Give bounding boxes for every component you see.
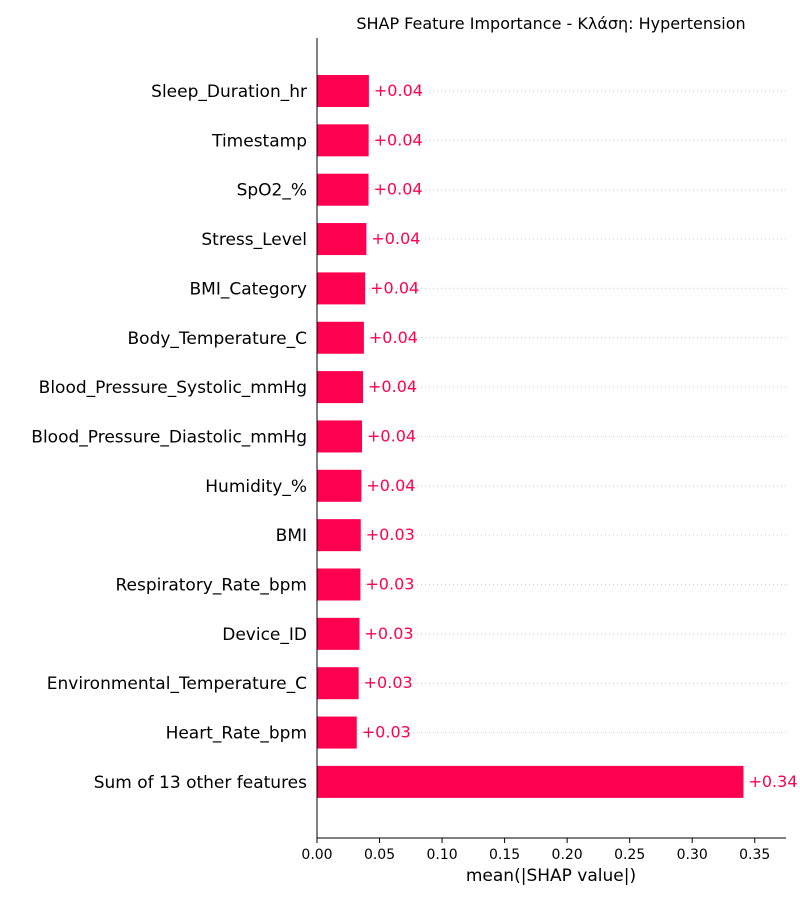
x-ticks: 0.00 0.05 0.10 0.15 0.20 0.25 0.30 0.35 — [301, 838, 770, 863]
bar — [317, 568, 361, 601]
feature-label: BMI — [276, 526, 307, 546]
chart-title: SHAP Feature Importance - Κλάση: Hyperte… — [356, 14, 745, 33]
feature-label: Timestamp — [211, 131, 307, 151]
feature-label: Stress_Level — [201, 230, 307, 250]
feature-label: SpO2_% — [237, 181, 307, 201]
bar — [317, 75, 369, 107]
value-label: +0.04 — [368, 377, 417, 396]
bar — [317, 272, 366, 305]
bar — [317, 420, 363, 453]
feature-label: Blood_Pressure_Systolic_mmHg — [39, 378, 307, 398]
feature-label: Blood_Pressure_Diastolic_mmHg — [31, 427, 307, 447]
value-label: +0.03 — [365, 624, 414, 643]
x-tick-label: 0.05 — [364, 847, 395, 863]
bar — [317, 124, 369, 157]
value-labels: +0.04 +0.04 +0.04 +0.04 +0.04 +0.04 +0.04 +0.04… — [362, 81, 798, 791]
bar — [317, 371, 364, 404]
x-tick-label: 0.10 — [426, 847, 457, 863]
feature-label: Sum of 13 other features — [94, 773, 307, 793]
feature-label: Humidity_% — [205, 477, 307, 497]
feature-label: Sleep_Duration_hr — [151, 82, 307, 102]
value-label: +0.03 — [362, 723, 411, 742]
x-tick-label: 0.35 — [739, 847, 770, 863]
value-label: +0.04 — [367, 426, 416, 445]
feature-labels: Sleep_Duration_hr Timestamp SpO2_% Stress_L… — [31, 82, 307, 793]
x-tick-label: 0.20 — [552, 847, 583, 863]
feature-label: Respiratory_Rate_bpm — [115, 576, 307, 596]
x-tick-label: 0.30 — [677, 847, 708, 863]
value-label: +0.04 — [371, 229, 420, 248]
bar — [317, 519, 361, 552]
feature-label: Heart_Rate_bpm — [166, 724, 307, 744]
bar — [317, 617, 360, 650]
value-label: +0.04 — [374, 81, 423, 100]
bar — [317, 321, 364, 354]
value-label: +0.04 — [374, 130, 423, 149]
x-tick-label: 0.15 — [489, 847, 520, 863]
value-label: +0.04 — [366, 476, 415, 495]
bar — [317, 667, 359, 700]
feature-label: BMI_Category — [190, 279, 308, 299]
value-label: +0.03 — [366, 525, 415, 544]
bar — [317, 223, 367, 256]
value-label: +0.03 — [364, 673, 413, 692]
x-tick-label: 0.25 — [614, 847, 645, 863]
value-label: +0.04 — [369, 328, 418, 347]
bar — [317, 173, 369, 206]
value-label: +0.04 — [374, 180, 423, 199]
bars — [317, 75, 744, 798]
value-label: +0.34 — [748, 772, 797, 791]
feature-label: Environmental_Temperature_C — [47, 674, 307, 694]
bar — [317, 469, 362, 502]
feature-label: Device_ID — [222, 625, 307, 645]
value-label: +0.03 — [365, 575, 414, 594]
feature-label: Body_Temperature_C — [128, 329, 307, 349]
bar — [317, 716, 357, 749]
value-label: +0.04 — [370, 278, 419, 297]
bar — [317, 765, 744, 798]
x-axis-label: mean(|SHAP value|) — [466, 866, 636, 886]
x-tick-label: 0.00 — [301, 847, 332, 863]
